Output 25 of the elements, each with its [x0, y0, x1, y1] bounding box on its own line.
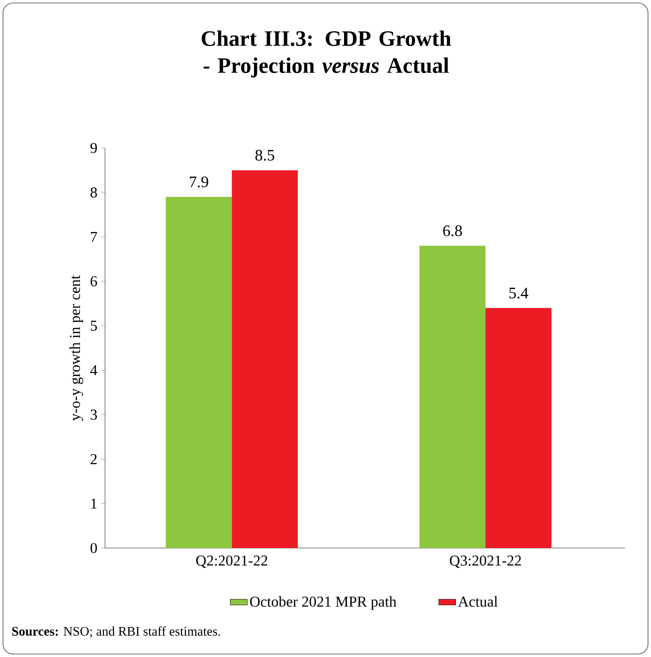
- bar: [232, 170, 298, 548]
- bar: [419, 246, 486, 548]
- y-tick-label: 4: [90, 365, 98, 376]
- data-label: 8.5: [255, 150, 274, 161]
- y-tick-label: 5: [90, 320, 97, 331]
- text: Sources: NSO; and RBI staff estimates.: [12, 626, 220, 638]
- bar: [485, 308, 552, 548]
- legend-label: October 2021 MPR path: [250, 596, 396, 610]
- data-label: 7.9: [190, 176, 208, 188]
- y-tick-label: 0: [90, 542, 97, 554]
- data-label: 5.4: [509, 288, 528, 298]
- y-tick-label: 7: [90, 232, 98, 242]
- y-tick-label: 8: [90, 187, 97, 198]
- y-tick-label: 6: [90, 276, 98, 286]
- y-tick-label: 9: [90, 142, 97, 154]
- y-tick-label: 2: [90, 454, 97, 464]
- y-axis-title: y-o-y growth in per cent: [69, 275, 84, 421]
- x-tick-label: Q3:2021-22: [450, 556, 521, 568]
- data-label: 6.8: [443, 225, 462, 236]
- x-tick-label: Q2:2021-22: [196, 556, 268, 568]
- chart-title: Chart III.3: GDP Growth - Projection versus Actual: [202, 30, 452, 78]
- y-tick-label: 1: [91, 498, 97, 509]
- bar: [166, 196, 232, 548]
- legend-label: Actual: [458, 596, 498, 607]
- y-tick-label: 3: [90, 410, 97, 420]
